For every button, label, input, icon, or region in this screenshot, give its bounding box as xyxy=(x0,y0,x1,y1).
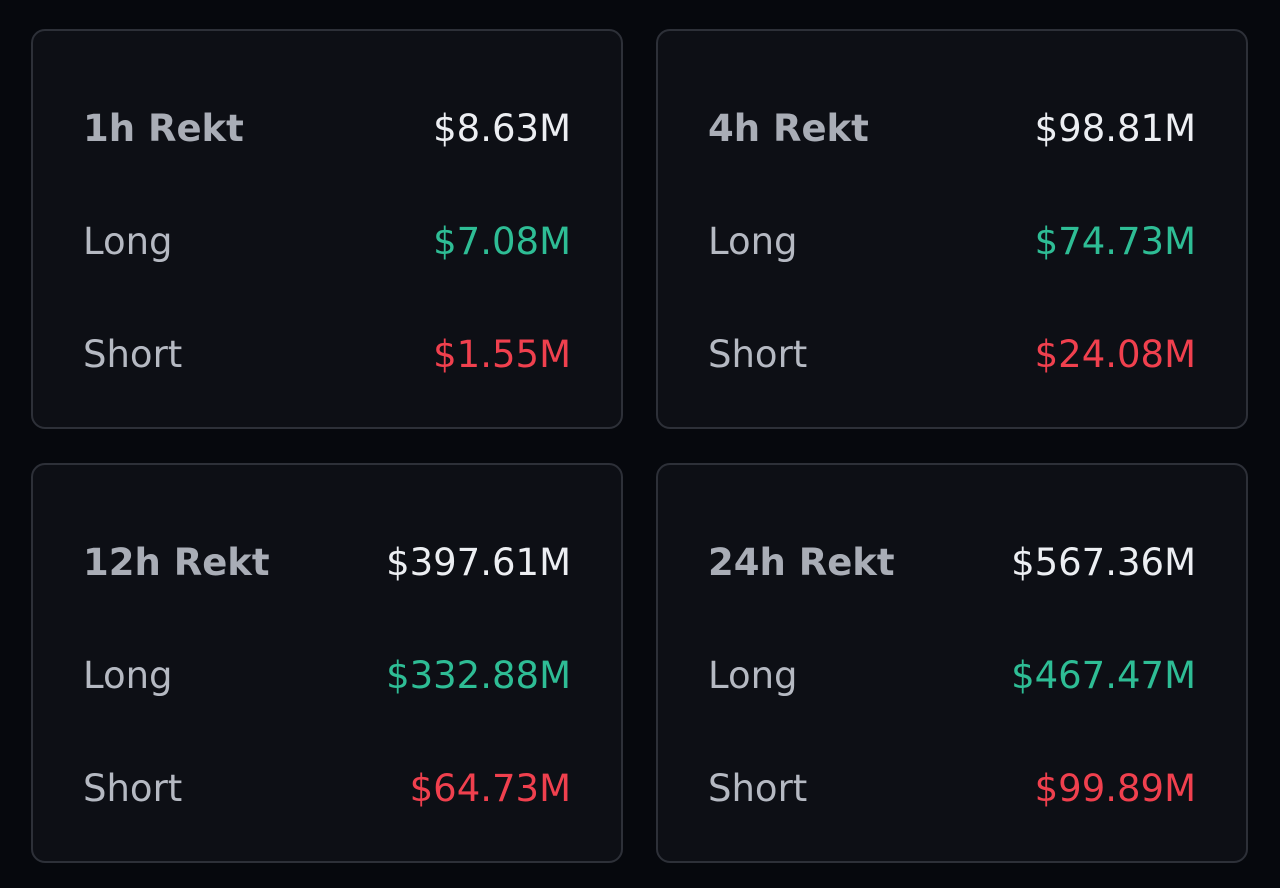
amount: $467.47M xyxy=(1011,653,1196,697)
rekt-card: 1h Rekt $8.63M Long $7.08M Short $1.55M xyxy=(31,29,623,429)
row: 1h Rekt $8.63M xyxy=(83,103,571,153)
row: Long $467.47M xyxy=(708,650,1196,700)
label: Long xyxy=(708,653,798,697)
amount: $1.55M xyxy=(433,332,571,376)
label: 12h Rekt xyxy=(83,540,270,584)
amount: $99.89M xyxy=(1034,766,1196,810)
amount: $8.63M xyxy=(433,106,571,150)
row: Long $332.88M xyxy=(83,650,571,700)
label: Long xyxy=(708,219,798,263)
amount: $98.81M xyxy=(1034,106,1196,150)
label: 24h Rekt xyxy=(708,540,895,584)
row: Long $74.73M xyxy=(708,216,1196,266)
row: Long $7.08M xyxy=(83,216,571,266)
row: Short $1.55M xyxy=(83,329,571,379)
label: 1h Rekt xyxy=(83,106,244,150)
amount: $567.36M xyxy=(1011,540,1196,584)
row: Short $24.08M xyxy=(708,329,1196,379)
rekt-card: 4h Rekt $98.81M Long $74.73M Short $24.08M xyxy=(656,29,1248,429)
row: 4h Rekt $98.81M xyxy=(708,103,1196,153)
label: Short xyxy=(708,332,808,376)
row: Short $99.89M xyxy=(708,763,1196,813)
label: Long xyxy=(83,219,173,263)
row: 24h Rekt $567.36M xyxy=(708,537,1196,587)
rekt-card: 24h Rekt $567.36M Long $467.47M Short $99.89M xyxy=(656,463,1248,863)
rekt-card: 12h Rekt $397.61M Long $332.88M Short $64.73M xyxy=(31,463,623,863)
amount: $397.61M xyxy=(386,540,571,584)
label: Long xyxy=(83,653,173,697)
amount: $74.73M xyxy=(1034,219,1196,263)
amount: $64.73M xyxy=(409,766,571,810)
label: Short xyxy=(83,332,183,376)
amount: $7.08M xyxy=(433,219,571,263)
row: 12h Rekt $397.61M xyxy=(83,537,571,587)
label: 4h Rekt xyxy=(708,106,869,150)
row: Short $64.73M xyxy=(83,763,571,813)
label: Short xyxy=(708,766,808,810)
label: Short xyxy=(83,766,183,810)
amount: $24.08M xyxy=(1034,332,1196,376)
amount: $332.88M xyxy=(386,653,571,697)
